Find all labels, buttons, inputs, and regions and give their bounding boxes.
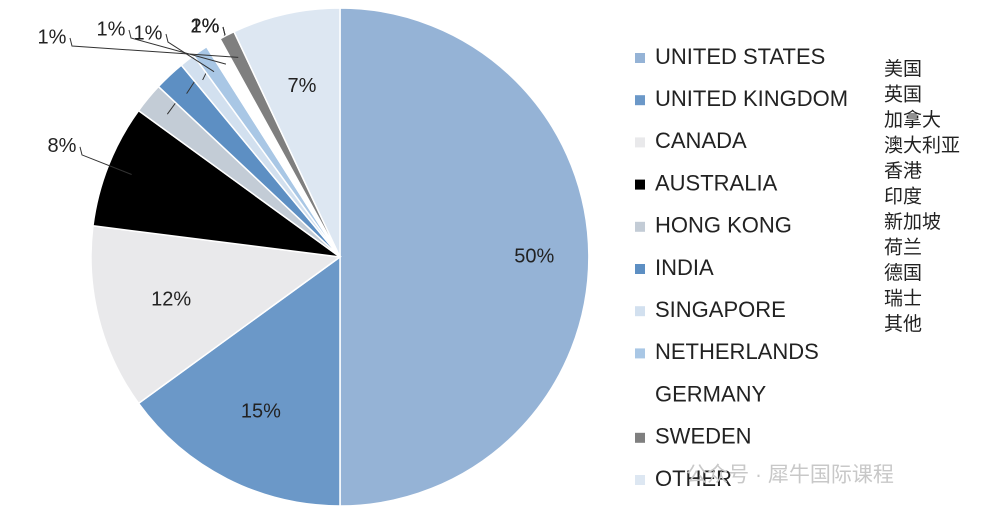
data-label: 1% bbox=[191, 15, 220, 37]
legend-swatch bbox=[635, 264, 645, 274]
leader-line bbox=[128, 29, 227, 65]
legend-label: UNITED STATES bbox=[655, 44, 825, 69]
chinese-label: 英国 bbox=[884, 84, 922, 106]
chinese-label: 荷兰 bbox=[884, 237, 922, 259]
data-label: 2% bbox=[191, 15, 220, 37]
legend-label: SINGAPORE bbox=[655, 297, 786, 322]
chinese-label: 加拿大 bbox=[884, 108, 941, 131]
legend-swatch bbox=[635, 221, 645, 232]
watermark: 公众号 · 犀牛国际课程 bbox=[686, 464, 894, 487]
legend-label: UNITED KINGDOM bbox=[655, 86, 848, 111]
data-label: 1% bbox=[38, 26, 67, 48]
chinese-label: 香港 bbox=[884, 160, 922, 182]
legend-label: CANADA bbox=[655, 128, 747, 153]
chinese-label: 瑞士 bbox=[884, 288, 922, 310]
chinese-label: 澳大利亚 bbox=[884, 135, 960, 157]
legend-label: AUSTRALIA bbox=[655, 170, 778, 195]
pie-slice bbox=[90, 224, 342, 405]
pie-slice bbox=[137, 255, 341, 507]
data-label: 7% bbox=[288, 75, 317, 97]
legend-swatch bbox=[635, 95, 645, 106]
legend-label: INDIA bbox=[655, 255, 714, 280]
legend-swatch bbox=[635, 475, 645, 485]
data-label: 12% bbox=[151, 289, 191, 311]
data-label: 2% bbox=[191, 15, 220, 37]
legend-label: SWEDEN bbox=[655, 424, 752, 449]
chinese-label: 新加坡 bbox=[884, 211, 941, 233]
pie-slice bbox=[232, 7, 341, 258]
legend-label: NETHERLANDS bbox=[655, 339, 819, 364]
leader-line bbox=[165, 33, 215, 73]
data-label: 1% bbox=[97, 18, 126, 40]
pie-slice bbox=[339, 7, 590, 507]
legend-label: OTHER bbox=[655, 466, 732, 491]
data-label: 15% bbox=[241, 401, 281, 423]
data-label: 8% bbox=[48, 135, 77, 157]
chinese-label: 美国 bbox=[884, 58, 922, 80]
leader-line bbox=[79, 146, 132, 175]
legend-swatch bbox=[635, 137, 645, 148]
data-label: 1% bbox=[134, 22, 163, 44]
legend-swatch bbox=[635, 53, 645, 63]
leader-line bbox=[69, 37, 239, 58]
legend-label: HONG KONG bbox=[655, 213, 792, 238]
data-label: 50% bbox=[514, 245, 554, 267]
legend-swatch bbox=[635, 390, 645, 401]
legend-swatch bbox=[635, 348, 645, 359]
legend-swatch bbox=[635, 306, 645, 317]
chinese-label: 德国 bbox=[884, 262, 922, 284]
legend-label: GERMANY bbox=[655, 381, 767, 406]
legend-swatch bbox=[635, 432, 645, 443]
chinese-label: 其他 bbox=[884, 313, 922, 335]
legend-swatch bbox=[635, 179, 645, 190]
chinese-label: 印度 bbox=[884, 186, 922, 208]
